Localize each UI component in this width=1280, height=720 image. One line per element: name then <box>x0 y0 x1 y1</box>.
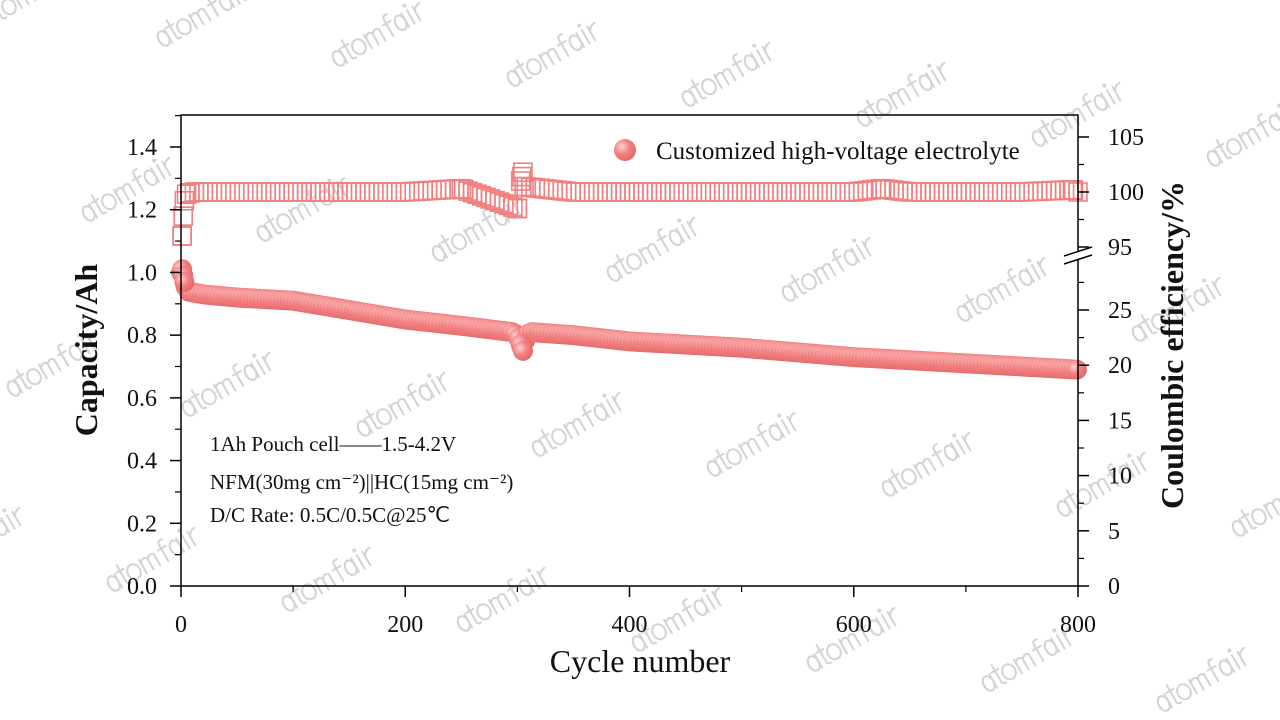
ce-data-point <box>1062 180 1083 200</box>
watermark-logo <box>700 406 804 479</box>
y2-tick-label: 25 <box>1108 298 1132 324</box>
x-tick-label: 400 <box>612 612 648 638</box>
y2-tick-label: 105 <box>1108 125 1144 151</box>
y2-tick-label: 0 <box>1108 574 1120 600</box>
ce-data-point <box>172 226 192 246</box>
coulombic-efficiency-series <box>172 162 1088 246</box>
watermark-logo <box>850 56 954 129</box>
x-tick-label: 200 <box>387 612 423 638</box>
watermark-logo <box>775 231 879 304</box>
watermark-logo <box>450 561 554 634</box>
ce-data-point <box>513 162 533 182</box>
watermark-logo <box>350 366 454 439</box>
watermark-logo <box>0 0 79 29</box>
y2-tick-label: 95 <box>1108 235 1132 261</box>
annotation-block: 1Ah Pouch cell——1.5-4.2V NFM(30mg cm⁻²)|… <box>210 432 513 527</box>
ce-data-point <box>173 206 194 226</box>
capacity-data-point <box>512 340 533 361</box>
watermark-logo <box>600 211 704 284</box>
capacity-data-point <box>174 271 195 292</box>
watermark-logo <box>1050 446 1154 519</box>
watermark-logo <box>500 16 604 89</box>
ce-data-point <box>451 178 472 199</box>
watermark-logo <box>325 0 429 69</box>
x-tick-label: 600 <box>836 612 872 638</box>
y-tick-label: 0.6 <box>127 386 157 412</box>
x-tick-label: 800 <box>1060 612 1096 638</box>
y-tick-label: 1.0 <box>127 260 157 286</box>
watermark-logo <box>150 0 254 49</box>
ce-data-point <box>174 191 195 211</box>
y-tick-label: 1.2 <box>127 198 157 224</box>
ce-data-point <box>514 176 534 197</box>
y2-tick-label: 15 <box>1108 408 1132 434</box>
y-tick-label: 0.8 <box>127 323 157 349</box>
y2-tick-label: 5 <box>1108 519 1120 545</box>
ce-data-point <box>172 226 192 246</box>
watermark-logo <box>875 426 979 499</box>
annotation-cell: 1Ah Pouch cell——1.5-4.2V <box>210 432 456 456</box>
y-tick-label: 0.0 <box>127 574 157 600</box>
y2-tick-label: 10 <box>1108 464 1132 490</box>
ce-data-point <box>507 198 528 219</box>
axes: 0.0 0.2 0.4 0.6 0.8 1.0 1.2 1.4 0 200 400 600 800 0 5 1… <box>127 115 1144 638</box>
y-tick-label: 0.2 <box>127 511 157 537</box>
axis-break-gap <box>1075 252 1081 260</box>
y2-tick-label: 20 <box>1108 353 1132 379</box>
ce-data-point <box>503 197 523 217</box>
watermark-logo <box>675 36 779 109</box>
capacity-series <box>171 259 1087 380</box>
capacity-data-point <box>1066 359 1087 380</box>
annotation-rate: D/C Rate: 0.5C/0.5C@25℃ <box>210 503 450 527</box>
legend-marker <box>614 139 636 161</box>
annotation-loading: NFM(30mg cm⁻²)||HC(15mg cm⁻²) <box>210 470 513 494</box>
x-tick-label: 0 <box>175 612 187 638</box>
ce-data-point <box>871 178 892 199</box>
y-axis-title: Capacity/Ah <box>68 264 104 437</box>
ce-data-point <box>176 184 197 204</box>
legend-label: Customized high-voltage electrolyte <box>656 138 1020 165</box>
axis-break-mark <box>1063 254 1093 265</box>
y-tick-label: 1.4 <box>127 135 157 161</box>
watermark-logo <box>275 541 379 614</box>
watermark-logo <box>0 501 29 574</box>
watermark-logo <box>1150 641 1254 714</box>
watermark-logo <box>175 346 279 419</box>
watermark-logo <box>950 251 1054 324</box>
y2-axis-title: Coulombic efficiency/% <box>1154 181 1190 509</box>
watermark-logo <box>525 386 629 459</box>
watermark-logo <box>0 131 4 204</box>
y-tick-label: 0.4 <box>127 449 157 475</box>
legend: Customized high-voltage electrolyte <box>614 138 1020 165</box>
y2-tick-label: 100 <box>1108 180 1144 206</box>
watermark-logo <box>1200 96 1280 169</box>
axis-break-mark <box>1063 246 1093 257</box>
watermark-logo <box>1225 466 1280 539</box>
x-axis-title: Cycle number <box>550 643 731 679</box>
